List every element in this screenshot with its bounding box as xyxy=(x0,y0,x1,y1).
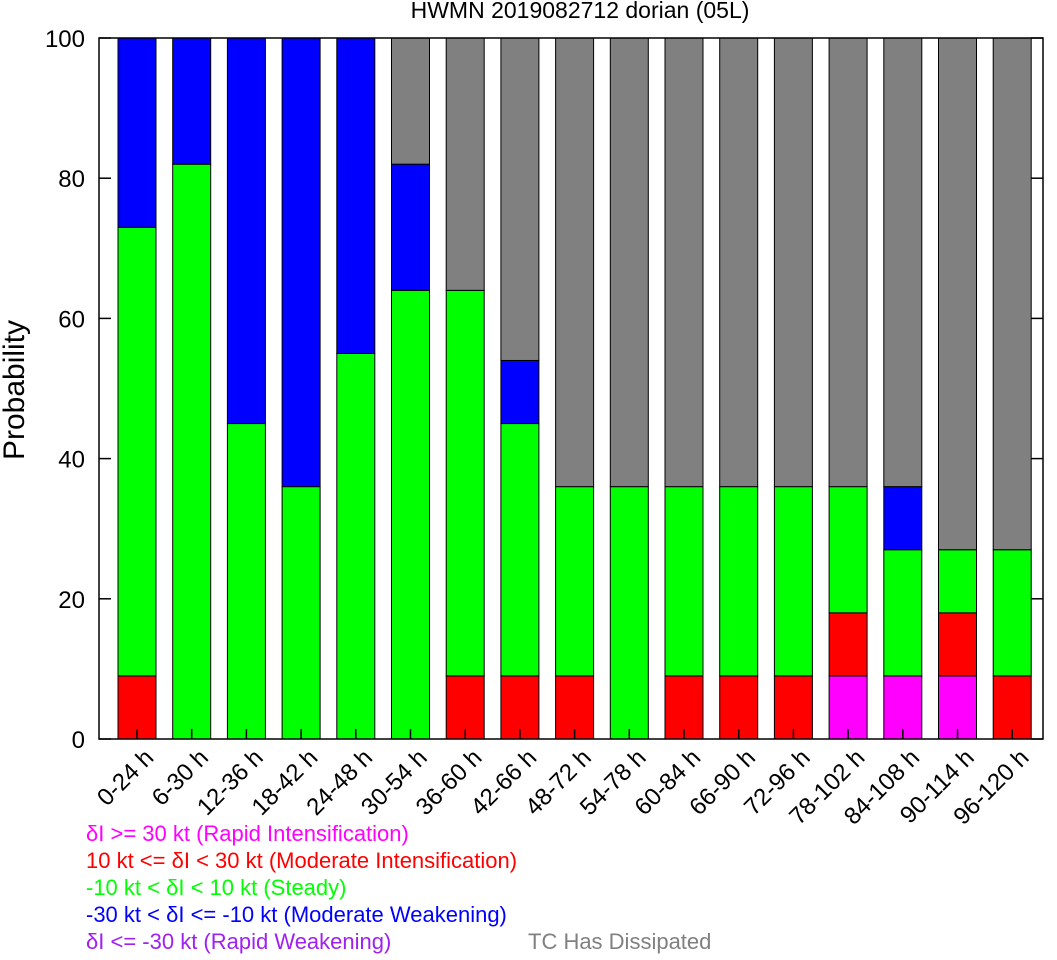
y-tick-label: 20 xyxy=(58,587,85,614)
x-tick-label: 0-24 h xyxy=(92,744,159,811)
bar-segment xyxy=(883,486,923,551)
legend-moderate-weakening: -30 kt < δI <= -10 kt (Moderate Weakenin… xyxy=(86,902,507,927)
bar-segment xyxy=(992,549,1032,677)
bar-segment xyxy=(828,612,868,677)
y-axis-label: Probability xyxy=(0,320,31,460)
y-tick-label: 40 xyxy=(58,447,85,474)
bar-segment xyxy=(500,37,540,361)
legend-rapid-intensification: δI >= 30 kt (Rapid Intensification) xyxy=(86,821,409,846)
bar-segment xyxy=(938,675,977,740)
bar-segment xyxy=(172,37,212,165)
bar-segment xyxy=(828,486,868,614)
bar-segment xyxy=(992,37,1032,551)
bar-segment xyxy=(117,37,157,228)
bar-segment xyxy=(226,37,266,425)
bar-segment xyxy=(336,352,376,740)
bar-segment xyxy=(555,37,595,488)
bar-segment xyxy=(445,289,485,677)
bar-segment xyxy=(883,37,923,488)
bar-segment xyxy=(938,37,977,551)
y-tick-label: 80 xyxy=(58,166,85,193)
bar-segment xyxy=(391,163,430,291)
bar-segment xyxy=(172,163,212,740)
legend-dissipated: TC Has Dissipated xyxy=(528,929,712,954)
plot-frame xyxy=(98,37,1044,740)
bar-segment xyxy=(555,486,595,677)
bar-segment xyxy=(773,37,813,488)
bar-segment xyxy=(828,675,868,740)
y-tick-label: 100 xyxy=(45,26,85,53)
bar-segment xyxy=(445,37,485,291)
y-tick-label: 60 xyxy=(58,306,85,333)
bar-segment xyxy=(719,37,759,488)
bar-segment xyxy=(500,359,540,425)
legend-moderate-intensification: 10 kt <= δI < 30 kt (Moderate Intensific… xyxy=(86,848,518,873)
legend-steady: -10 kt < δI < 10 kt (Steady) xyxy=(86,875,347,900)
bar-segment xyxy=(500,423,540,677)
bar-segment xyxy=(391,289,430,740)
bar-segment xyxy=(391,37,430,165)
legend-rapid-weakening: δI <= -30 kt (Rapid Weakening) xyxy=(86,929,392,954)
bar-segment xyxy=(336,37,376,354)
y-tick-label: 0 xyxy=(72,727,85,754)
bar-segment xyxy=(117,226,157,677)
bar-segment xyxy=(609,37,649,488)
bar-segment xyxy=(938,612,977,677)
bar-segment xyxy=(281,486,321,740)
bar-segment xyxy=(664,37,704,488)
bar-segment xyxy=(992,675,1032,740)
bar-segment xyxy=(281,37,321,488)
bar-segment xyxy=(828,37,868,488)
bar-segment xyxy=(445,675,485,740)
bar-segment xyxy=(938,549,977,614)
bar-segment xyxy=(117,675,157,740)
bar-segment xyxy=(719,486,759,677)
bar-segment xyxy=(719,675,759,740)
bar-segment xyxy=(555,675,595,740)
chart-title: HWMN 2019082712 dorian (05L) xyxy=(411,0,750,23)
bar-segment xyxy=(226,423,266,740)
bar-segment xyxy=(664,486,704,677)
bar-segment xyxy=(609,486,649,740)
bar-segment xyxy=(773,486,813,677)
bar-segment xyxy=(883,549,923,677)
